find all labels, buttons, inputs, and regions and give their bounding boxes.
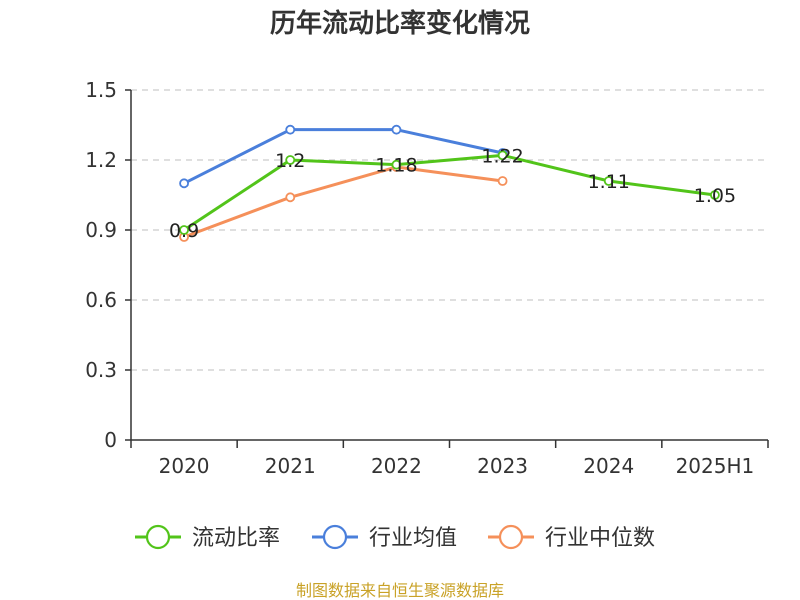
y-tick-label: 1.5 [85,78,117,102]
x-tick-label: 2022 [371,454,422,478]
data-label: 1.18 [375,155,417,177]
y-tick-label: 1.2 [85,148,117,172]
legend-label: 行业中位数 [545,526,655,551]
data-label: 1.2 [275,150,305,172]
legend-swatch-marker [145,524,171,550]
x-tick-label: 2021 [265,454,316,478]
data-label: 0.9 [169,220,199,242]
data-label: 1.05 [694,185,736,207]
data-point [285,124,296,135]
legend: 流动比率 行业均值 行业中位数 [135,524,655,551]
data-point [179,178,189,189]
series-line [182,153,717,232]
data-point [497,176,508,186]
grid-lines [131,89,768,371]
data-label: 1.11 [588,171,630,193]
chart-title: 历年流动比率变化情况 [270,8,530,39]
series-line [182,128,505,185]
data-point [285,155,296,165]
x-tick-label: 2024 [583,454,634,478]
x-tick-label: 2023 [477,454,528,478]
x-tick-labels: 2020 2021 2022 2023 2024 2025H1 [159,454,755,478]
data-label: 1.22 [481,145,523,167]
series-line [182,165,505,239]
axes [125,89,769,448]
x-tick-label: 2020 [159,454,210,478]
data-labels: 0.9 1.2 1.18 1.22 1.11 1.05 [169,145,736,242]
data-point [391,159,402,170]
y-tick-label: 0.9 [85,218,117,242]
series-layer [179,124,720,242]
legend-label: 流动比率 [192,526,280,551]
legend-swatch-marker [498,524,524,550]
data-point [179,225,189,235]
y-tick-label: 0.3 [85,358,117,382]
legend-label: 行业均值 [369,526,457,551]
y-tick-labels: 0 0.3 0.6 0.9 1.2 1.5 [85,78,117,452]
legend-swatch-marker [322,524,348,550]
data-point [497,150,508,161]
data-point [603,176,614,186]
data-point [391,124,402,135]
y-tick-label: 0.6 [85,288,117,312]
data-point [710,190,720,200]
y-tick-label: 0 [104,428,117,452]
source-note: 制图数据来自恒生聚源数据库 [296,581,504,600]
data-point [285,192,296,203]
x-tick-label: 2025H1 [676,454,755,478]
